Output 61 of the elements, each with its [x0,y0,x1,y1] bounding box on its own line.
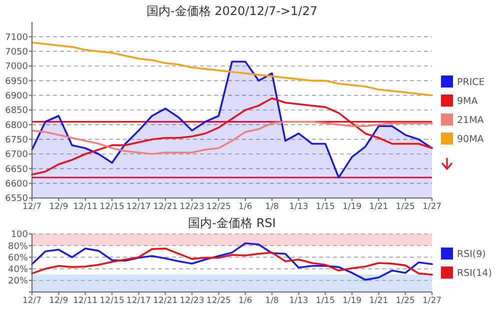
y-tick-label: 6900 [5,91,28,102]
x-tick-label: 12/15 [100,202,124,212]
line-series [31,97,433,176]
x-tick-label: 12/21 [153,202,178,212]
legend-label: 21MA [457,114,484,126]
y-tick-label: 6800 [5,120,28,131]
x-tick-label: 1/21 [369,202,388,212]
chart-title: 国内-金価格 2020/12/7->1/27 [146,4,318,18]
x-tick-label: 1/21 [369,296,388,306]
x-tick-label: 12/17 [126,202,151,212]
y-tick-label: 60% [8,253,28,264]
line-series [31,248,433,276]
x-tick-label: 1/19 [342,296,362,306]
y-tick-label: 7100 [5,32,28,43]
x-tick-label: 1/25 [396,296,415,306]
y-tick-label: 40% [8,264,28,275]
x-tick-label: 12/17 [126,296,151,306]
x-tick-label: 12/9 [49,202,68,212]
x-tick-label: 1/15 [316,202,335,212]
line-series [31,42,433,96]
x-tick-label: 1/27 [422,202,442,212]
line-series [31,242,433,281]
y-tick-label: 80% [8,242,28,252]
y-tick-label: 100 [10,230,28,240]
y-tick-label: 6850 [5,106,28,116]
x-tick-label: 12/7 [22,296,42,306]
y-tick-label: 20% [8,276,28,287]
x-tick-label: 1/15 [316,296,335,306]
x-tick-label: 12/23 [180,202,204,212]
x-tick-label: 12/15 [100,296,124,306]
x-tick-label: 1/13 [289,296,308,306]
x-tick-label: 1/13 [289,202,308,212]
legend-label: RSI(9) [457,248,486,260]
x-tick-label: 12/7 [22,202,42,212]
x-tick-label: 1/6 [238,202,252,212]
y-tick-label: 6700 [5,150,28,160]
chart-title: 国内-金価格 RSI [188,216,276,230]
y-tick-label: 7000 [5,62,28,72]
y-tick-label: 6600 [5,179,28,190]
x-tick-label: 12/23 [180,296,204,306]
x-tick-label: 1/6 [238,296,252,306]
x-tick-label: 1/25 [396,202,415,212]
legend-label: RSI(14) [457,268,492,279]
legend-label: 9MA [457,96,478,107]
x-tick-label: 1/19 [342,202,362,212]
legend-label: PRICE [457,76,485,88]
x-tick-label: 12/25 [206,296,231,306]
y-tick-label: 6650 [5,164,28,175]
x-tick-label: 12/21 [153,296,178,306]
x-tick-label: 12/9 [49,296,68,306]
x-tick-label: 12/11 [73,202,98,212]
x-tick-label: 1/27 [422,296,442,306]
x-tick-label: 12/25 [206,202,231,212]
x-tick-label: 1/8 [265,202,279,212]
y-tick-label: 6950 [5,76,28,87]
x-tick-label: 1/8 [265,296,279,306]
y-tick-label: 7050 [5,47,28,58]
x-tick-label: 12/11 [73,296,98,306]
y-tick-label: 6750 [5,135,28,146]
line-series [31,120,433,155]
legend-label: 90MA [457,134,484,145]
